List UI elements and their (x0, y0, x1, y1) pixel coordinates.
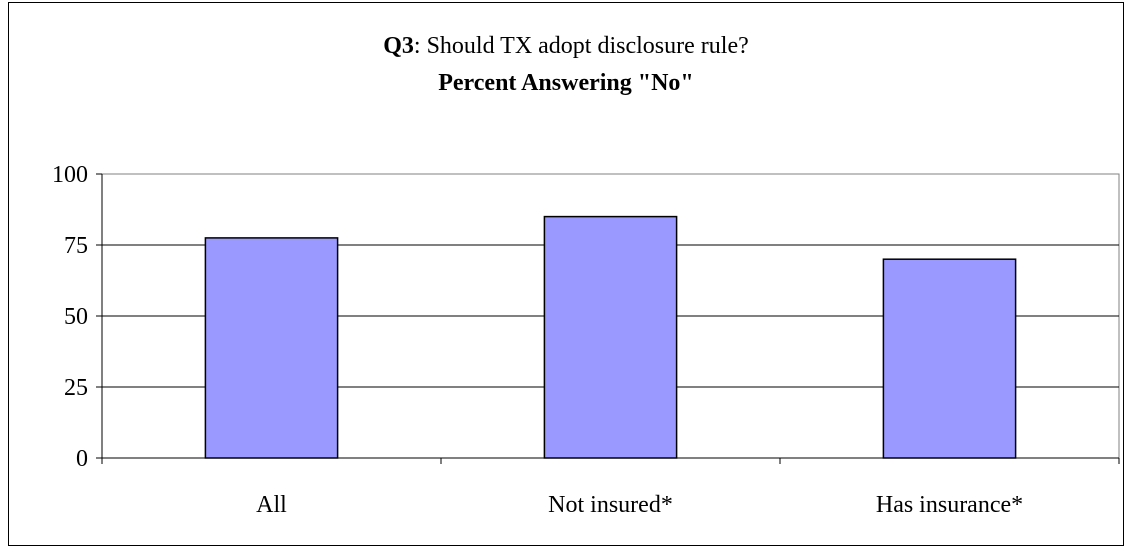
x-category-label: All (256, 492, 287, 518)
bar (543, 215, 678, 459)
x-category-label: Has insurance* (876, 492, 1023, 518)
chart-title-bold: Q3 (383, 33, 414, 59)
y-tick-label: 25 (64, 375, 88, 401)
y-tick-label: 50 (64, 304, 88, 330)
y-tick-label: 75 (64, 233, 88, 259)
y-tick-label: 100 (52, 162, 88, 188)
chart-title-rest: : Should TX adopt disclosure rule? (414, 33, 749, 59)
x-category-label: Not insured* (548, 492, 673, 518)
bar (204, 237, 339, 459)
bar (882, 258, 1017, 459)
y-tick-label: 0 (76, 446, 88, 472)
chart-subtitle: Percent Answering "No" (438, 70, 694, 96)
plot-area: 0 25 50 75 100 All Not insured* Has insurance* (52, 162, 1120, 518)
chart-title: Q3: Should TX adopt disclosure rule? (383, 33, 749, 59)
